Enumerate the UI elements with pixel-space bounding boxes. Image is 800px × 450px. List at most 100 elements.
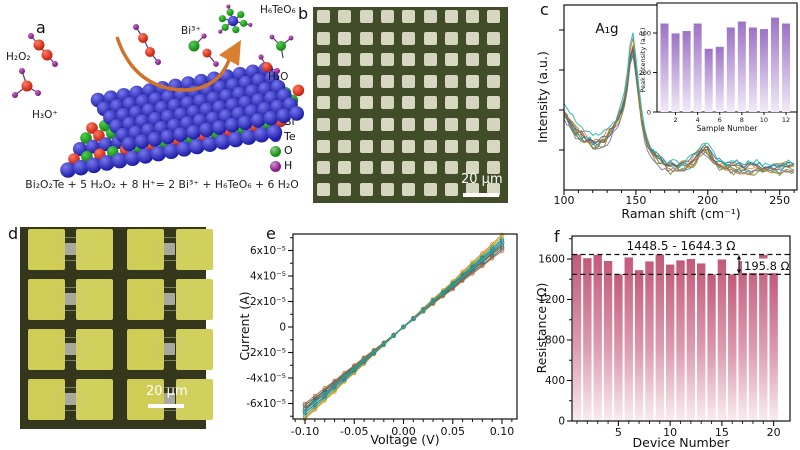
inset-y-tick-label: 0: [647, 108, 651, 116]
atom: [263, 110, 279, 126]
iv-marker: [460, 278, 465, 284]
bar: [603, 261, 613, 421]
atom: [21, 80, 33, 92]
pattern-square: [402, 74, 416, 88]
inset-x-tick-label: 12: [782, 116, 790, 124]
pattern-square: [359, 10, 373, 23]
pattern-square: [487, 31, 501, 45]
y-axis-label: Current (A): [237, 291, 252, 360]
electrode-pad: [76, 279, 113, 320]
atom: [176, 141, 192, 157]
panel-c-raman: 100 150 200 250 A₁g Raman shift (cm⁻¹) Intensi…: [535, 0, 800, 225]
atom: [186, 124, 201, 140]
pattern-square: [338, 10, 352, 23]
device-channel: [163, 393, 175, 405]
iv-marker: [490, 249, 495, 254]
pattern-square: [466, 31, 480, 45]
y-tick-label: -6x10⁻⁵: [246, 398, 286, 410]
pattern-square: [359, 31, 373, 45]
legend-item-o: O: [270, 145, 296, 158]
pattern-square: [444, 118, 458, 131]
atom: [86, 122, 98, 134]
atom: [19, 68, 25, 74]
atom: [213, 61, 219, 67]
inset-x-axis-label: Sample Number: [697, 124, 759, 133]
pattern-square: [423, 161, 437, 175]
panel-e-label: e: [266, 224, 276, 243]
scale-bar-label: 20 μm: [461, 172, 503, 187]
atom: [237, 11, 245, 19]
x-axis-label: Voltage (V): [370, 432, 439, 447]
flake-outline: [155, 237, 183, 261]
iv-marker: [401, 324, 406, 330]
pattern-square: [380, 74, 394, 88]
pattern-square: [338, 139, 352, 153]
iv-marker: [312, 400, 317, 405]
pattern-square: [487, 53, 501, 67]
pattern-square: [380, 10, 394, 23]
pattern-square: [359, 74, 373, 88]
pattern-square: [487, 182, 501, 196]
inset-x-tick-label: 6: [718, 116, 722, 124]
iv-marker: [470, 271, 475, 276]
y-axis-label: Resistance (Ω): [535, 283, 549, 374]
y-tick-label: 6x10⁻⁵: [250, 245, 286, 257]
pattern-square: [444, 10, 458, 23]
atom: [28, 33, 34, 39]
iv-marker: [361, 357, 366, 363]
panel-a-schematic: Bi₂O₂Te + 5 H₂O₂ + 8 H⁺= 2 Bi³⁺ + H₆TeO₆…: [0, 0, 313, 225]
y-tick-label: 1200: [538, 294, 565, 306]
atom: [226, 8, 234, 16]
iv-marker: [500, 241, 505, 246]
pattern-square: [466, 139, 480, 153]
iv-marker: [450, 283, 455, 288]
panel-d-devices: 20 μm: [20, 227, 213, 429]
pattern-square: [380, 139, 394, 153]
pattern-square: [380, 96, 394, 110]
bar: [671, 33, 680, 112]
molecule-label: H₂O₂: [6, 51, 31, 63]
iv-marker: [480, 263, 485, 269]
atom: [237, 115, 253, 131]
panel-b-micrograph: 20 μm: [313, 7, 508, 203]
pattern-square: [359, 139, 373, 153]
atom: [98, 155, 115, 171]
pattern-square: [317, 161, 330, 175]
pattern-square: [487, 10, 501, 23]
iv-marker: [499, 232, 504, 237]
device-channel: [163, 343, 175, 355]
atom: [12, 92, 18, 98]
device-channel: [64, 343, 76, 355]
y-tick-label: 400: [545, 375, 565, 387]
atom: [215, 134, 231, 150]
electrode-pad: [76, 229, 113, 270]
spectrum-curve: [563, 49, 795, 169]
bar: [634, 270, 644, 421]
bar: [686, 259, 696, 421]
pattern-square: [423, 182, 437, 196]
pattern-square: [317, 10, 330, 23]
atom: [163, 143, 179, 159]
inset-y-tick-label: 200: [639, 69, 651, 77]
device-channel: [64, 243, 76, 255]
bar: [645, 261, 654, 421]
inset-x-tick-label: 10: [760, 116, 768, 124]
pattern-square: [317, 139, 330, 153]
atom: [134, 134, 150, 149]
atom: [240, 19, 248, 27]
spectrum-curve: [563, 37, 795, 176]
iv-marker: [302, 401, 307, 406]
pattern-square: [487, 139, 501, 153]
bar: [655, 254, 664, 421]
iv-marker: [342, 374, 347, 379]
bar: [697, 263, 706, 421]
x-axis-label: Device Number: [633, 435, 731, 450]
pattern-square: [466, 161, 480, 175]
x-tick-label: 0.05: [441, 425, 466, 438]
atom: [137, 148, 154, 164]
pattern-square: [317, 96, 330, 110]
pattern-square: [338, 182, 352, 196]
pattern-square: [444, 31, 458, 45]
inset-y-axis-label: Peak Intensity (a.u.): [639, 27, 647, 92]
